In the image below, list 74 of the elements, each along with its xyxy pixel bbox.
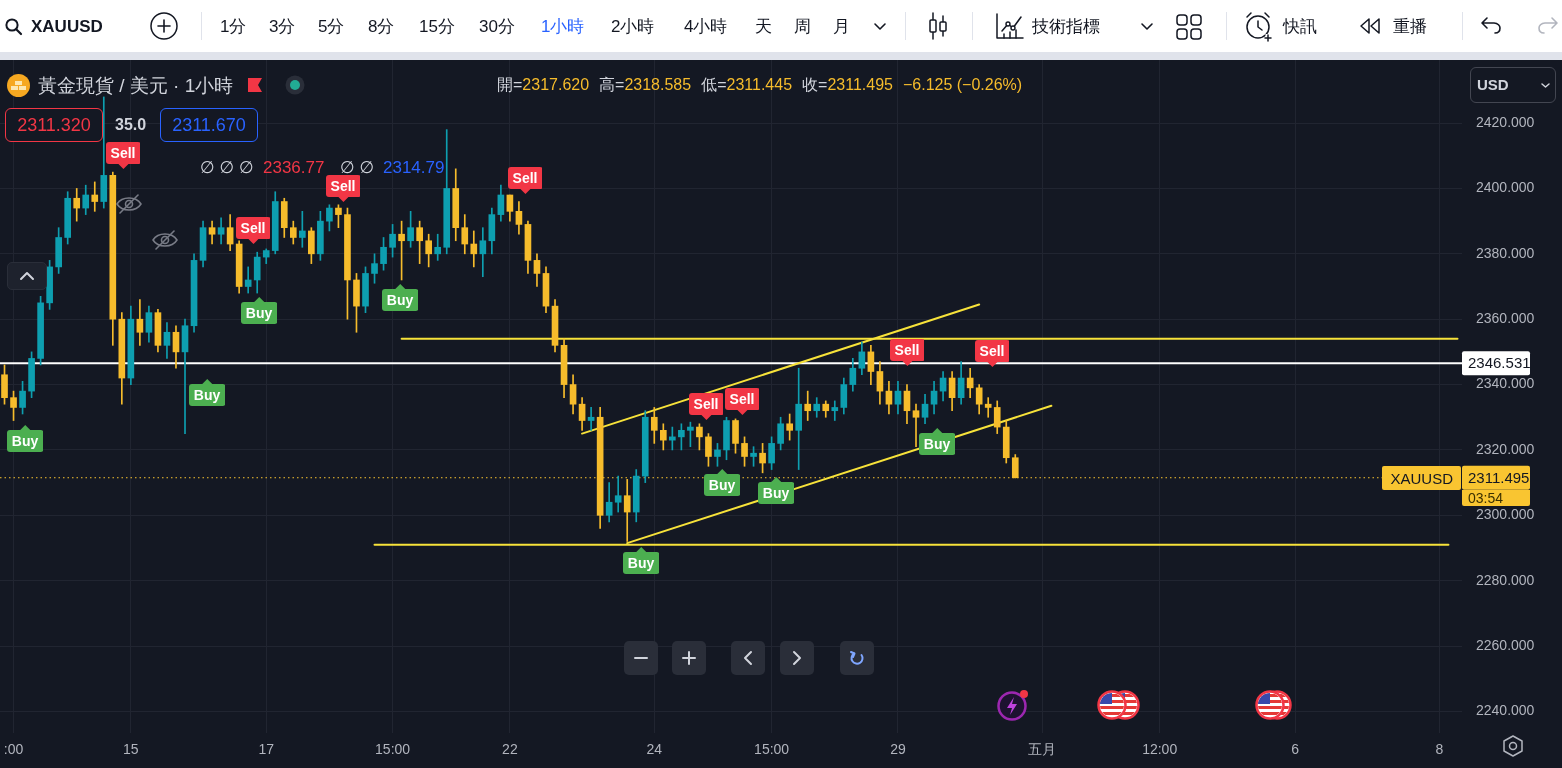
- text: 周: [794, 16, 811, 36]
- annotation: Buy: [188, 384, 226, 406]
- x-tick-label: 15:00: [375, 741, 411, 758]
- ref-line-label: 2346.531: [1468, 354, 1531, 372]
- text: 15分: [419, 16, 455, 36]
- x-tick-label: 15:00: [754, 741, 790, 758]
- annotation: 2336.77: [263, 157, 325, 177]
- price-tag: 03:54: [1462, 490, 1530, 506]
- text: 8分: [368, 16, 395, 36]
- text: 30分: [479, 16, 515, 36]
- y-tick-label: 2420.000: [1476, 113, 1535, 130]
- annotation: Buy: [757, 482, 795, 505]
- annotation: Sell: [974, 340, 1010, 363]
- annotation: Buy: [6, 429, 44, 452]
- price-box: 2311.670: [160, 108, 258, 142]
- price-tag: XAUUSD: [1382, 466, 1461, 490]
- text: USD: [1477, 75, 1509, 93]
- annotation: Sell: [235, 216, 271, 239]
- y-tick-label: 2380.000: [1476, 244, 1535, 261]
- annotation: Sell: [325, 175, 361, 198]
- x-tick-label: 8: [1435, 741, 1444, 758]
- x-tick-label: 15: [123, 741, 139, 758]
- annotation: −6.125 (−0.26%): [902, 76, 1023, 93]
- annotation: Buy: [381, 289, 419, 312]
- x-tick-label: 24: [646, 741, 663, 758]
- annotation: 2311.320: [16, 115, 92, 135]
- ref-line-label: 2311.495: [1468, 468, 1530, 486]
- annotation: Buy: [703, 473, 741, 496]
- annotation: 高=2318.585: [599, 76, 692, 93]
- annotation: 35.0: [115, 116, 147, 133]
- annotation: Buy: [240, 302, 278, 325]
- x-tick-label: 29: [890, 741, 906, 758]
- annotation: 低=2311.445: [701, 76, 793, 93]
- y-tick-label: 2340.000: [1476, 375, 1535, 392]
- annotation: 開=2317.620: [497, 76, 590, 93]
- x-tick-label: :00: [3, 741, 24, 758]
- annotation: Sell: [507, 166, 543, 189]
- y-tick-label: 2300.000: [1476, 506, 1535, 523]
- annotation: ∅ ∅ ∅: [200, 157, 254, 177]
- text: XAUUSD: [31, 16, 103, 36]
- text: 天: [755, 16, 772, 36]
- text: 1分: [220, 16, 247, 36]
- annotation: Sell: [724, 387, 760, 410]
- y-tick-label: 2280.000: [1476, 571, 1535, 588]
- annotation: 2314.79: [383, 157, 445, 177]
- annotation: Sell: [688, 393, 724, 416]
- text: 快訊: [1283, 16, 1317, 36]
- text: 4小時: [684, 16, 728, 36]
- x-tick-label: 五月: [1028, 741, 1057, 758]
- annotation: Sell: [105, 141, 141, 164]
- text: 黃金現貨 / 美元 · 1小時: [38, 74, 234, 96]
- annotation: 2311.670: [171, 115, 247, 135]
- text: 月: [833, 16, 850, 36]
- y-tick-label: 2240.000: [1476, 702, 1535, 719]
- text: 1小時: [541, 16, 585, 36]
- text: 5分: [318, 16, 345, 36]
- annotation: Buy: [918, 433, 956, 456]
- text: 重播: [1393, 16, 1427, 36]
- price-box: 2311.320: [5, 108, 103, 142]
- text: 2小時: [611, 16, 655, 36]
- x-tick-label: 17: [258, 741, 275, 758]
- annotation: Buy: [622, 552, 660, 575]
- y-tick-label: 2320.000: [1476, 440, 1535, 457]
- y-tick-label: 2400.000: [1476, 179, 1535, 196]
- text: 技術指標: [1032, 16, 1100, 36]
- text: 3分: [269, 16, 296, 36]
- x-tick-label: 22: [502, 741, 518, 758]
- x-tick-label: 12:00: [1142, 741, 1178, 758]
- y-tick-label: 2360.000: [1476, 310, 1535, 327]
- y-tick-label: 2260.000: [1476, 636, 1535, 653]
- annotation: ∅ ∅: [340, 157, 375, 177]
- x-tick-label: 6: [1291, 741, 1300, 758]
- annotation: 收=2311.495: [802, 76, 893, 93]
- annotation: Sell: [889, 338, 925, 361]
